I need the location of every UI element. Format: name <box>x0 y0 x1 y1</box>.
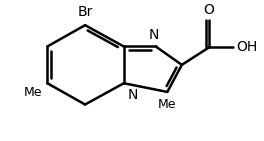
Text: N: N <box>128 88 138 102</box>
Text: O: O <box>204 4 214 17</box>
Text: OH: OH <box>236 40 257 54</box>
Text: Me: Me <box>158 98 177 111</box>
Text: N: N <box>149 28 159 42</box>
Text: Br: Br <box>77 5 93 19</box>
Text: Me: Me <box>24 86 43 99</box>
